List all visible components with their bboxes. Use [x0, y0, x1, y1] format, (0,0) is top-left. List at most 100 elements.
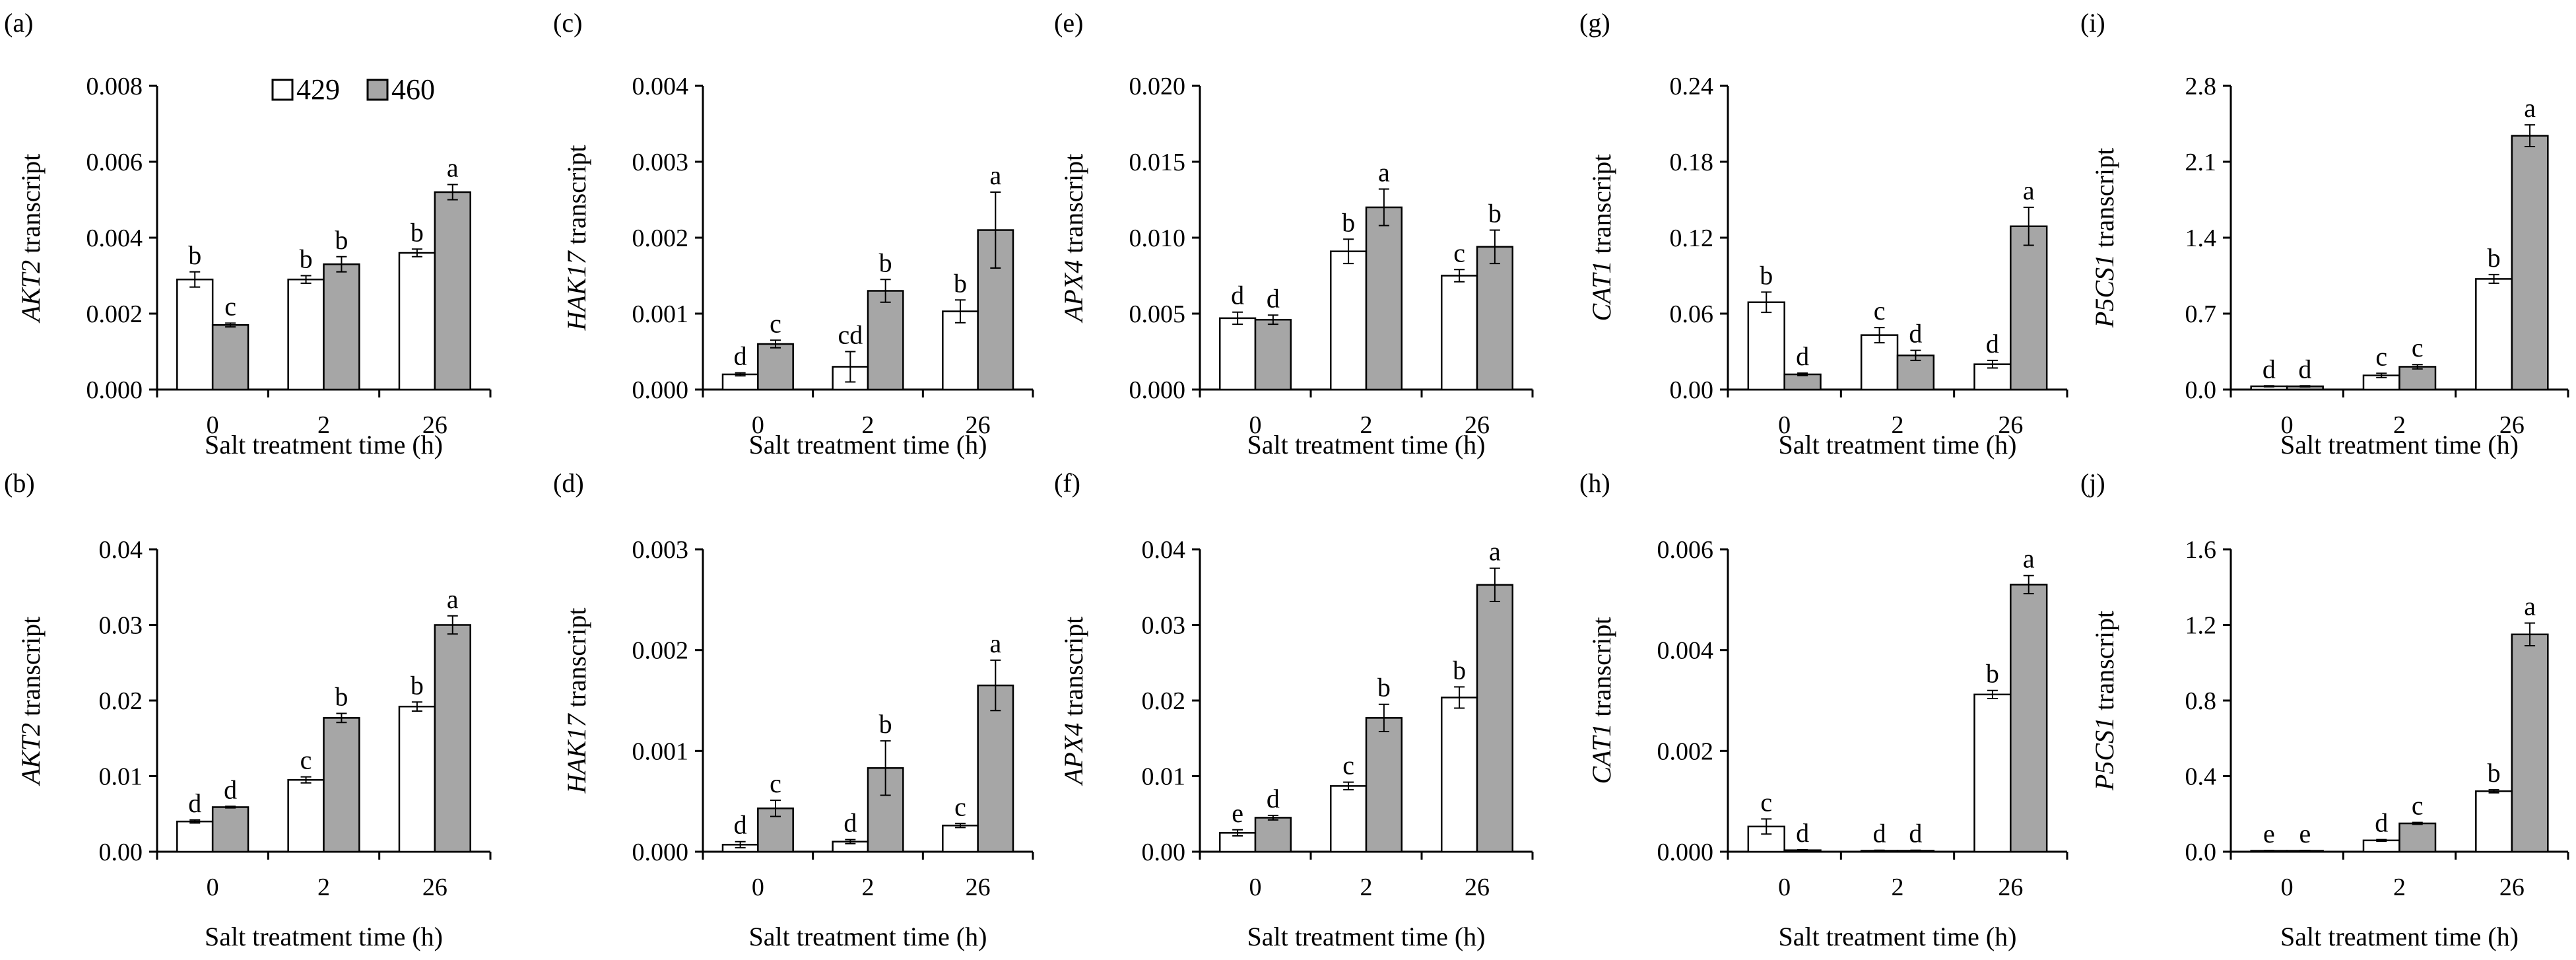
- chart-g-bar-460-26: [2010, 225, 2048, 391]
- chart-e-ytick-label: 0.010: [1129, 224, 1186, 252]
- chart-e-bar-429-2: [1329, 250, 1368, 391]
- chart-a-sig-letter: b: [300, 244, 313, 274]
- chart-g-ytick-label: 0.18: [1670, 149, 1714, 176]
- chart-a-panel-label: (a): [4, 8, 33, 38]
- chart-a-sig-letter: b: [335, 225, 348, 255]
- chart-g-xtick-label: 0: [1778, 411, 1791, 439]
- chart-d-sig-letter: b: [879, 709, 892, 739]
- chart-c-y-label: HAK17 transcript: [562, 145, 591, 331]
- chart-i-panel-label: (i): [2080, 8, 2105, 38]
- chart-c-ytick-label: 0.000: [632, 376, 689, 404]
- legend-label-429: 429: [296, 73, 340, 106]
- chart-d-y-label-gene: HAK17: [562, 713, 591, 794]
- chart-e-sig-letter: a: [1378, 157, 1390, 187]
- chart-d-sig-letter: d: [843, 808, 857, 838]
- chart-i-sig-letter: a: [2524, 93, 2536, 123]
- chart-b-ytick-label: 0.03: [99, 612, 143, 640]
- chart-c-xtick-label: 0: [752, 411, 764, 439]
- chart-b-sig-letter: b: [411, 670, 424, 700]
- chart-a-sig-letter: a: [447, 153, 459, 183]
- chart-g-sig-letter: d: [1909, 319, 1922, 349]
- chart-b-panel-label: (b): [4, 468, 35, 498]
- chart-a-bar-460-26: [434, 191, 471, 391]
- chart-g-y-label-suffix: transcript: [1587, 154, 1616, 261]
- chart-j-ytick-label: 0.4: [2185, 763, 2217, 791]
- chart-b-y-label: AKT2 transcript: [16, 617, 46, 786]
- chart-b-sig-letter: b: [335, 681, 348, 711]
- chart-i-ytick-label: 1.4: [2185, 224, 2217, 252]
- chart-f-ytick-label: 0.03: [1142, 612, 1186, 640]
- chart-g-ytick-label: 0.00: [1670, 376, 1714, 404]
- chart-c-ytick-label: 0.001: [632, 300, 689, 328]
- chart-c-sig-letter: b: [954, 268, 967, 298]
- chart-f-sig-letter: e: [1232, 798, 1243, 828]
- chart-c-ytick-label: 0.003: [632, 149, 689, 176]
- chart-d-y-label-suffix: transcript: [562, 607, 591, 714]
- chart-f-ytick-label: 0.00: [1142, 839, 1186, 866]
- chart-c-sig-letter: a: [989, 160, 1001, 190]
- chart-d-panel-label: (d): [553, 468, 584, 498]
- chart-i-xtick-label: 0: [2281, 411, 2294, 439]
- chart-d-ytick-label: 0.000: [632, 839, 689, 866]
- chart-j-y-label: P5CS1 transcript: [2090, 611, 2119, 791]
- chart-c-bar-429-0: [721, 373, 759, 391]
- chart-h-x-label: Salt treatment time (h): [1779, 922, 2017, 951]
- chart-i-sig-letter: c: [2412, 333, 2424, 362]
- chart-e-sig-letter: c: [1453, 238, 1465, 267]
- chart-b-bar-460-0: [211, 806, 249, 853]
- chart-a-ytick-label: 0.000: [86, 376, 143, 404]
- chart-j: (j) 0.0 0.4 0.8 1.2 1.6 0e e 2 dc 26 b a Salt treatme…: [2080, 468, 2569, 951]
- chart-f-ytick-label: 0.01: [1142, 763, 1186, 791]
- chart-h-sig-letter: d: [1909, 819, 1922, 848]
- chart-a-y-label-gene: AKT2: [16, 260, 46, 324]
- chart-e-y-label-gene: APX4: [1059, 260, 1088, 324]
- chart-f-panel-label: (f): [1054, 468, 1080, 498]
- chart-f: (f) 0.00 0.01 0.02 0.03 0.04 0 e d 2 c b 26 b a Salt tr…: [1054, 468, 1534, 951]
- chart-h-ytick-label: 0.004: [1657, 637, 1714, 665]
- chart-i: (i) 0.0 0.7 1.4 2.1 2.8 0d d 2 c c 26 b a Salt treatme…: [2080, 8, 2569, 460]
- chart-g-bar-429-2: [1860, 334, 1899, 391]
- chart-j-sig-letter: e: [2299, 819, 2311, 848]
- chart-e-sig-letter: d: [1231, 281, 1244, 310]
- chart-d-ytick-label: 0.003: [632, 536, 689, 564]
- chart-e-bar-460-2: [1365, 206, 1403, 391]
- legend: 429 460: [271, 73, 435, 106]
- chart-h-sig-letter: a: [2023, 544, 2035, 574]
- chart-a-bar-429-0: [176, 279, 214, 391]
- chart-i-sig-letter: c: [2375, 341, 2387, 371]
- chart-i-y-label-gene: P5CS1: [2090, 254, 2119, 328]
- chart-f-y-label-suffix: transcript: [1059, 617, 1088, 723]
- chart-b-bar-460-2: [323, 717, 360, 853]
- chart-c-xtick-label: 26: [966, 411, 991, 439]
- chart-a-sig-letter: c: [224, 291, 236, 321]
- chart-b-ytick-label: 0.04: [99, 536, 143, 564]
- chart-e-xtick-label: 0: [1249, 411, 1262, 439]
- chart-c-x-label: Salt treatment time (h): [749, 430, 987, 460]
- chart-b-sig-letter: a: [447, 584, 459, 614]
- chart-a-ytick-label: 0.008: [86, 73, 143, 100]
- chart-j-xtick-label: 0: [2281, 874, 2294, 901]
- chart-g-ytick-label: 0.06: [1670, 300, 1714, 328]
- chart-e-bar-429-26: [1440, 275, 1478, 391]
- chart-h-xtick-label: 2: [1892, 874, 1904, 901]
- chart-j-xtick-label: 2: [2393, 874, 2406, 901]
- chart-f-bar-460-2: [1365, 717, 1403, 853]
- chart-b-bar-429-0: [176, 820, 214, 853]
- chart-b-bar-429-2: [287, 778, 325, 853]
- chart-a-bar-429-2: [287, 279, 325, 391]
- chart-h-bar-429-26: [1973, 693, 2012, 853]
- chart-j-sig-letter: e: [2263, 819, 2275, 848]
- chart-f-x-label: Salt treatment time (h): [1247, 922, 1486, 951]
- chart-d-xtick-label: 0: [752, 874, 764, 901]
- chart-f-bar-460-26: [1476, 584, 1514, 853]
- chart-j-bar-429-26: [2475, 790, 2513, 853]
- chart-a-sig-letter: b: [188, 240, 201, 270]
- legend-swatch-460: [366, 79, 389, 101]
- chart-i-ytick-label: 2.1: [2185, 149, 2217, 176]
- chart-f-sig-letter: a: [1489, 537, 1501, 566]
- chart-a-ytick-label: 0.002: [86, 300, 143, 328]
- chart-d-y-label: HAK17 transcript: [562, 607, 591, 794]
- chart-d-sig-letter: c: [770, 769, 781, 798]
